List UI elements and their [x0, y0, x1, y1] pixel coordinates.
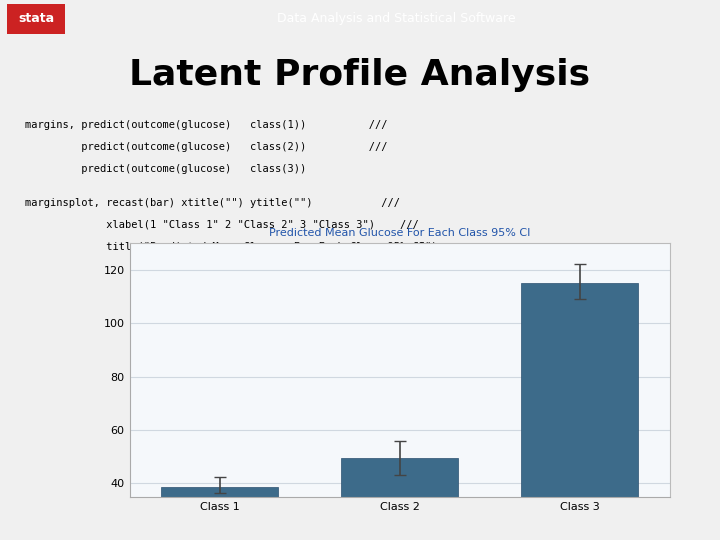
Bar	[341, 458, 458, 540]
Text: stata: stata	[18, 12, 54, 25]
Text: predict(outcome(glucose)   class(2))          ///: predict(outcome(glucose) class(2)) ///	[25, 142, 387, 152]
Bar	[521, 283, 638, 540]
Title: Predicted Mean Glucose For Each Class 95% CI: Predicted Mean Glucose For Each Class 95…	[269, 228, 531, 238]
Bar	[7, 4, 65, 34]
Bar	[161, 488, 278, 540]
Text: predict(outcome(glucose)   class(3)): predict(outcome(glucose) class(3))	[25, 164, 306, 174]
Text: Data Analysis and Statistical Software: Data Analysis and Statistical Software	[276, 12, 516, 25]
Text: xlabel(1 "Class 1" 2 "Class 2" 3 "Class 3")    ///: xlabel(1 "Class 1" 2 "Class 2" 3 "Class …	[25, 220, 419, 230]
Text: Latent Profile Analysis: Latent Profile Analysis	[130, 58, 590, 92]
Text: margins, predict(outcome(glucose)   class(1))          ///: margins, predict(outcome(glucose) class(…	[25, 120, 387, 130]
Text: title("Predicted Mean Glucose For Each Class 95% CI"): title("Predicted Mean Glucose For Each C…	[25, 242, 438, 252]
Text: marginsplot, recast(bar) xtitle("") ytitle("")           ///: marginsplot, recast(bar) xtitle("") ytit…	[25, 198, 400, 208]
